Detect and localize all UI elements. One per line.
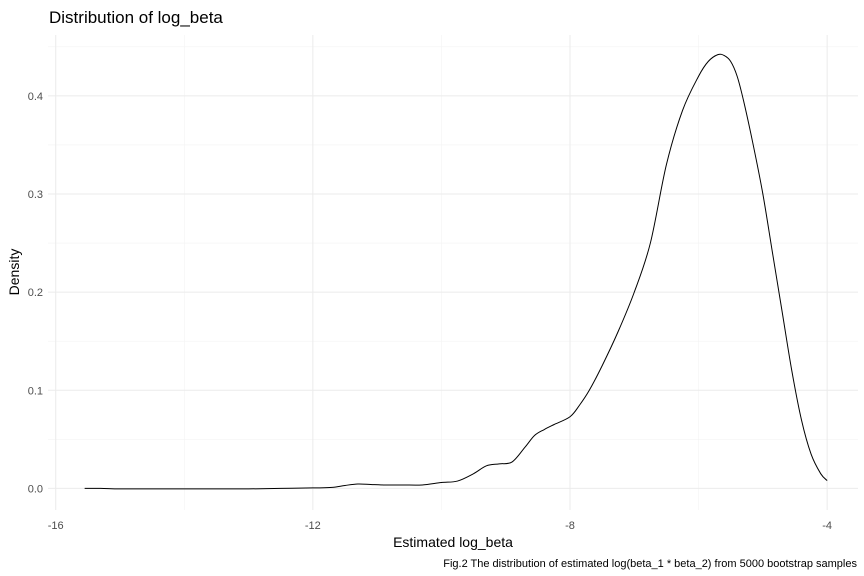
x-axis-label: Estimated log_beta <box>393 534 513 550</box>
x-tick-label: -8 <box>565 520 575 532</box>
y-tick-label: 0.2 <box>28 287 43 299</box>
minor-grid-x <box>183 35 699 510</box>
major-grid-y <box>48 95 858 489</box>
density-curve <box>84 53 828 490</box>
y-tick-label: 0.0 <box>28 483 43 495</box>
x-tick-label: -4 <box>822 520 832 532</box>
x-axis-ticks: -16 -12 -8 -4 <box>48 520 832 532</box>
major-grid-x <box>55 35 828 510</box>
y-tick-label: 0.4 <box>28 91 43 103</box>
x-tick-label: -16 <box>48 520 64 532</box>
x-tick-label: -12 <box>305 520 321 532</box>
y-axis-ticks: 0.0 0.1 0.2 0.3 0.4 <box>28 91 43 496</box>
minor-grid-y <box>48 46 858 440</box>
figure-caption: Fig.2 The distribution of estimated log(… <box>443 558 857 570</box>
chart-title: Distribution of log_beta <box>49 8 223 27</box>
y-axis-label: Density <box>6 249 22 296</box>
y-tick-label: 0.3 <box>28 189 43 201</box>
y-tick-label: 0.1 <box>28 385 43 397</box>
